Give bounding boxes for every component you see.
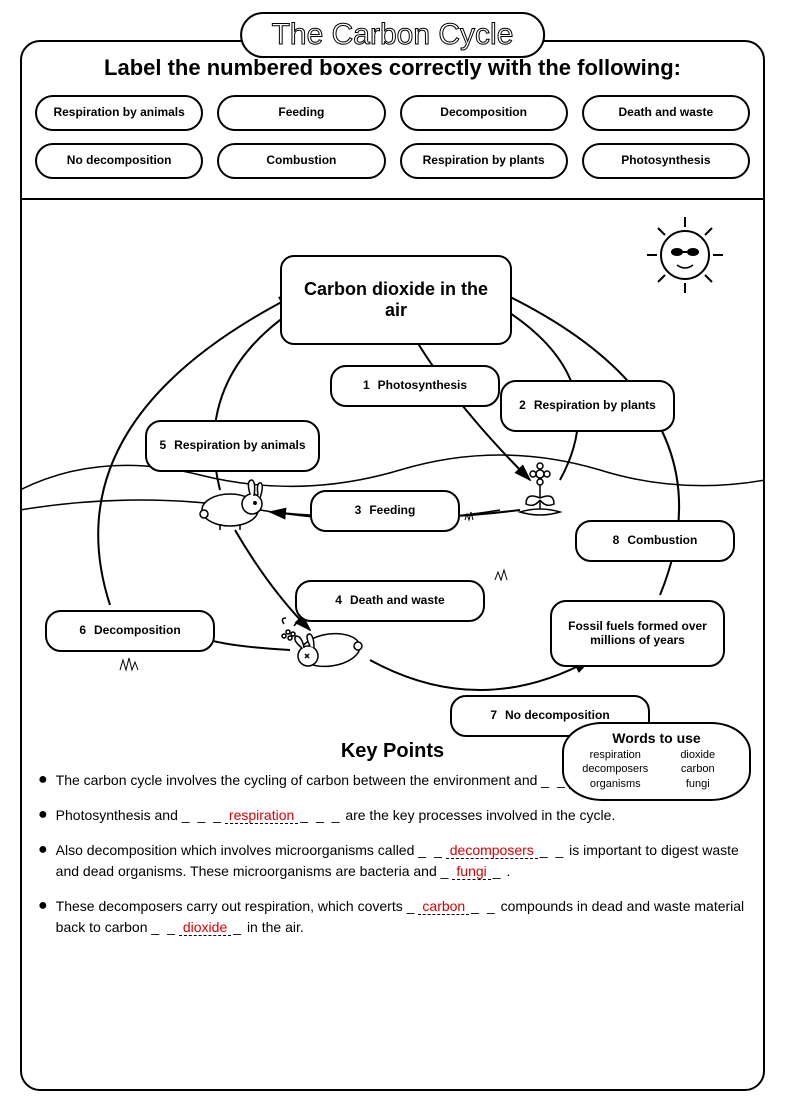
words-to-use-box: Words to use respiration dioxide decompo… xyxy=(562,722,751,801)
node-4[interactable]: 4 Death and waste xyxy=(295,580,485,622)
page-title: The Carbon Cycle xyxy=(240,12,546,58)
node-label: No decomposition xyxy=(505,709,610,723)
node-1[interactable]: 1 Photosynthesis xyxy=(330,365,500,407)
carbon-cycle-diagram: Carbon dioxide in the air 1 Photosynthes… xyxy=(20,200,765,730)
node-number: 6 xyxy=(79,624,86,638)
plant-icon xyxy=(520,463,560,515)
node-number: 5 xyxy=(159,439,166,453)
word-option: carbon xyxy=(657,762,740,776)
node-number: 4 xyxy=(335,594,342,608)
word-option: respiration xyxy=(574,748,657,762)
label-option[interactable]: Feeding xyxy=(217,95,385,131)
node-label: Decomposition xyxy=(94,624,181,638)
label-option[interactable]: Photosynthesis xyxy=(582,143,750,179)
bullet-icon: ● xyxy=(38,896,48,938)
fill-blank[interactable]: dioxide xyxy=(179,919,231,936)
node-number: 2 xyxy=(519,399,526,413)
node-label: Respiration by plants xyxy=(534,399,656,413)
kp-text: The carbon cycle involves the cycling of… xyxy=(56,772,542,788)
label-option[interactable]: Combustion xyxy=(217,143,385,179)
node-label: Respiration by animals xyxy=(174,439,305,453)
keypoint-item: ● Photosynthesis and _ _ _respiration_ _… xyxy=(38,805,747,826)
instruction-text: Label the numbered boxes correctly with … xyxy=(40,55,745,81)
sun-icon xyxy=(647,217,723,293)
keypoint-item: ● Also decomposition which involves micr… xyxy=(38,840,747,882)
node-label: Feeding xyxy=(369,504,415,518)
label-bank: Respiration by animals Feeding Decomposi… xyxy=(35,95,750,179)
node-number: 8 xyxy=(613,534,620,548)
word-option: fungi xyxy=(657,777,740,791)
node-3[interactable]: 3 Feeding xyxy=(310,490,460,532)
word-option: dioxide xyxy=(657,748,740,762)
node-label: Photosynthesis xyxy=(378,379,467,393)
fill-blank[interactable]: decomposers xyxy=(446,842,538,859)
node-number: 3 xyxy=(355,504,362,518)
label-option[interactable]: Respiration by plants xyxy=(400,143,568,179)
co2-node: Carbon dioxide in the air xyxy=(280,255,512,345)
fossil-fuels-node: Fossil fuels formed over millions of yea… xyxy=(550,600,725,667)
keypoint-item: ● These decomposers carry out respiratio… xyxy=(38,896,747,938)
words-to-use-title: Words to use xyxy=(574,730,739,746)
kp-text: Photosynthesis and xyxy=(56,807,182,823)
node-number: 1 xyxy=(363,379,370,393)
bullet-icon: ● xyxy=(38,770,48,791)
node-6[interactable]: 6 Decomposition xyxy=(45,610,215,652)
node-5[interactable]: 5 Respiration by animals xyxy=(145,420,320,472)
worksheet-page: The Carbon Cycle Label the numbered boxe… xyxy=(0,0,785,1111)
label-option[interactable]: Decomposition xyxy=(400,95,568,131)
node-label: Death and waste xyxy=(350,594,445,608)
fill-blank[interactable]: carbon xyxy=(418,898,469,915)
label-option[interactable]: Death and waste xyxy=(582,95,750,131)
kp-text: These decomposers carry out respiration,… xyxy=(56,898,407,914)
bullet-icon: ● xyxy=(38,805,48,826)
fill-blank[interactable]: fungi xyxy=(452,863,490,880)
label-option[interactable]: No decomposition xyxy=(35,143,203,179)
node-8[interactable]: 8 Combustion xyxy=(575,520,735,562)
label-option[interactable]: Respiration by animals xyxy=(35,95,203,131)
kp-text: are the key processes involved in the cy… xyxy=(345,807,615,823)
word-option: organisms xyxy=(574,777,657,791)
rabbit-icon xyxy=(200,480,262,530)
fill-blank[interactable]: respiration xyxy=(225,807,298,824)
kp-text: in the air. xyxy=(247,919,304,935)
node-number: 7 xyxy=(490,709,497,723)
bullet-icon: ● xyxy=(38,840,48,882)
word-option: decomposers xyxy=(574,762,657,776)
node-2[interactable]: 2 Respiration by plants xyxy=(500,380,675,432)
dead-rabbit-icon xyxy=(282,618,362,670)
node-label: Combustion xyxy=(627,534,697,548)
kp-text: . xyxy=(506,863,510,879)
kp-text: Also decomposition which involves microo… xyxy=(56,842,419,858)
